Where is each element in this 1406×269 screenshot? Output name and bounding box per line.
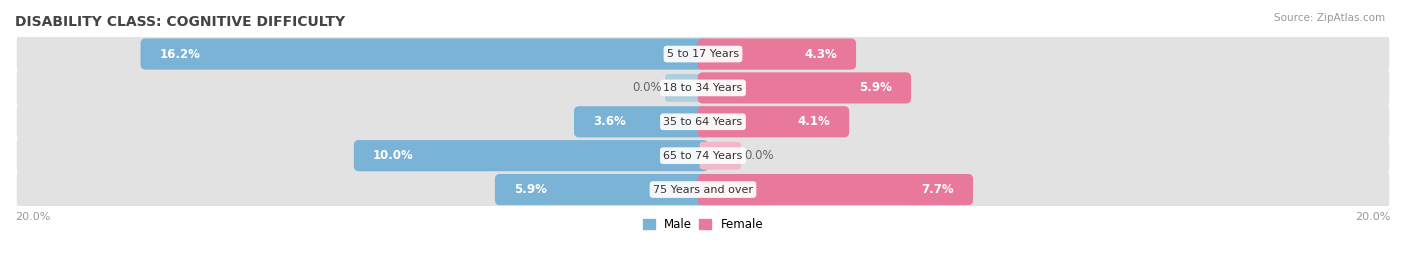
FancyBboxPatch shape xyxy=(697,72,911,104)
FancyBboxPatch shape xyxy=(17,168,1389,211)
Text: 16.2%: 16.2% xyxy=(159,48,201,61)
Text: 20.0%: 20.0% xyxy=(1355,211,1391,222)
FancyBboxPatch shape xyxy=(354,140,709,171)
Text: 5 to 17 Years: 5 to 17 Years xyxy=(666,49,740,59)
Text: 18 to 34 Years: 18 to 34 Years xyxy=(664,83,742,93)
FancyBboxPatch shape xyxy=(17,101,1389,143)
Text: 20.0%: 20.0% xyxy=(15,211,51,222)
FancyBboxPatch shape xyxy=(17,33,1389,75)
Text: 4.1%: 4.1% xyxy=(797,115,831,128)
FancyBboxPatch shape xyxy=(17,134,1389,177)
Text: 3.6%: 3.6% xyxy=(593,115,626,128)
FancyBboxPatch shape xyxy=(700,142,741,169)
FancyBboxPatch shape xyxy=(574,106,709,137)
FancyBboxPatch shape xyxy=(141,38,709,70)
Text: 4.3%: 4.3% xyxy=(804,48,837,61)
Legend: Male, Female: Male, Female xyxy=(643,218,763,231)
FancyBboxPatch shape xyxy=(697,174,973,205)
Text: 0.0%: 0.0% xyxy=(633,82,662,94)
Text: 5.9%: 5.9% xyxy=(513,183,547,196)
FancyBboxPatch shape xyxy=(697,38,856,70)
Text: 75 Years and over: 75 Years and over xyxy=(652,185,754,194)
Text: 5.9%: 5.9% xyxy=(859,82,893,94)
Text: 35 to 64 Years: 35 to 64 Years xyxy=(664,117,742,127)
FancyBboxPatch shape xyxy=(17,67,1389,109)
Text: 65 to 74 Years: 65 to 74 Years xyxy=(664,151,742,161)
Text: 7.7%: 7.7% xyxy=(921,183,955,196)
FancyBboxPatch shape xyxy=(697,106,849,137)
FancyBboxPatch shape xyxy=(495,174,709,205)
FancyBboxPatch shape xyxy=(665,74,706,102)
Text: 10.0%: 10.0% xyxy=(373,149,413,162)
Text: 0.0%: 0.0% xyxy=(744,149,773,162)
Text: DISABILITY CLASS: COGNITIVE DIFFICULTY: DISABILITY CLASS: COGNITIVE DIFFICULTY xyxy=(15,15,344,29)
Text: Source: ZipAtlas.com: Source: ZipAtlas.com xyxy=(1274,13,1385,23)
